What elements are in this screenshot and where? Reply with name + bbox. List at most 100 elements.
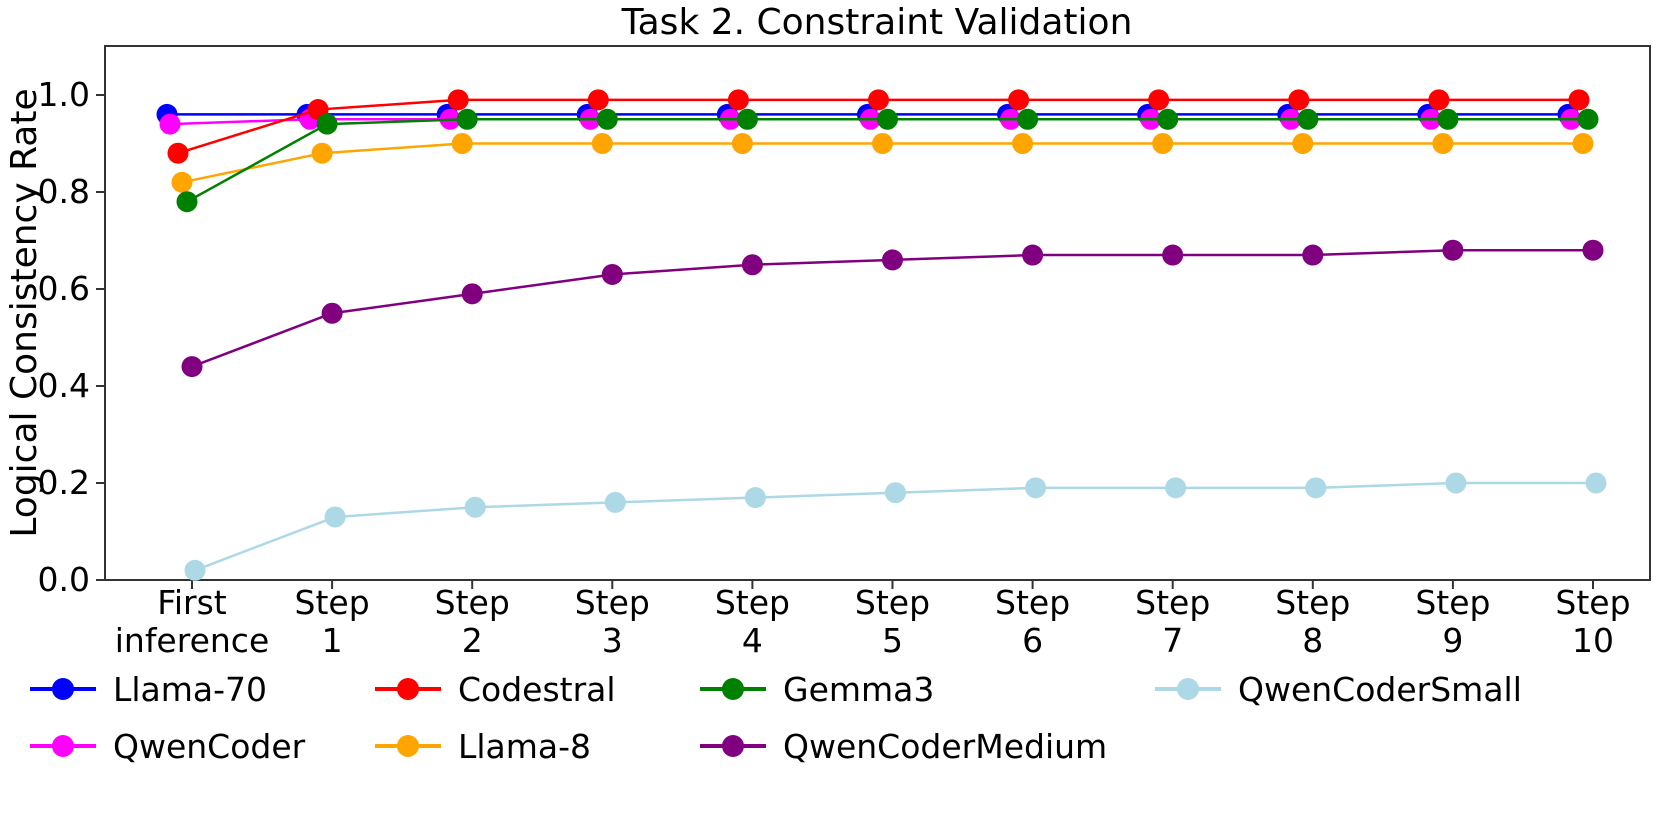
data-point-gemma3 — [1157, 108, 1179, 130]
legend-label: QwenCoder — [113, 726, 306, 766]
data-point-gemma3 — [1017, 108, 1039, 130]
data-point-gemma3 — [316, 113, 338, 135]
data-point-qwencodermedium — [461, 283, 483, 305]
data-point-codestral — [1288, 89, 1310, 111]
y-tick-label: 0.2 — [38, 463, 90, 502]
y-tick-label: 0.0 — [38, 560, 90, 599]
legend-entry-qwencodersmall: QwenCoderSmall — [1155, 661, 1522, 717]
data-point-qwencoder — [159, 113, 181, 135]
x-tick-label: 1 — [322, 621, 343, 660]
y-axis-label: Logical Consistency Rate — [4, 88, 45, 537]
legend-line-icon — [700, 744, 766, 748]
data-point-gemma3 — [877, 108, 898, 130]
data-point-codestral — [1148, 89, 1170, 111]
data-point-qwencodersmall — [464, 496, 486, 518]
x-tick-label: 4 — [742, 621, 763, 660]
data-point-qwencodermedium — [1302, 244, 1324, 266]
data-point-llama-8 — [1012, 133, 1034, 154]
x-tick-label: Step — [1415, 583, 1490, 622]
legend-line-icon — [30, 687, 96, 691]
x-tick-label: Step — [295, 583, 370, 622]
y-tick-label: 0.6 — [38, 269, 90, 308]
data-point-qwencodermedium — [1582, 239, 1604, 261]
legend-entry-gemma3: Gemma3 — [700, 661, 934, 717]
legend-entry-qwencodermedium: QwenCoderMedium — [700, 718, 1107, 774]
legend-dot-icon — [1177, 678, 1199, 700]
x-tick-label: Step — [1275, 583, 1350, 622]
data-point-llama-8 — [1152, 133, 1174, 154]
legend-marker-icon — [30, 734, 96, 758]
x-tick-label: 5 — [882, 621, 903, 660]
data-point-codestral — [167, 142, 189, 164]
x-tick-label: Step — [435, 583, 510, 622]
data-point-codestral — [447, 89, 469, 111]
legend-dot-icon — [52, 735, 74, 757]
data-point-qwencodermedium — [321, 302, 343, 324]
legend-line-icon — [1155, 687, 1221, 691]
data-point-codestral — [1568, 89, 1590, 111]
x-axis: FirstinferenceStep1Step2Step3Step4Step5S… — [115, 580, 1631, 660]
data-point-qwencodermedium — [882, 249, 903, 271]
data-point-gemma3 — [596, 108, 618, 130]
x-tick-label: 9 — [1442, 621, 1463, 660]
x-tick-label: First — [157, 583, 227, 622]
data-point-gemma3 — [736, 108, 758, 130]
x-tick-label: 3 — [602, 621, 623, 660]
data-point-llama-8 — [1432, 133, 1454, 154]
legend-label: Llama-70 — [113, 669, 268, 709]
data-point-gemma3 — [1437, 108, 1459, 130]
series-line-gemma3 — [186, 118, 1588, 203]
legend-label: Llama-8 — [458, 726, 592, 766]
data-point-qwencodermedium — [601, 263, 623, 285]
data-point-qwencodersmall — [324, 506, 346, 528]
legend-line-icon — [30, 744, 96, 748]
data-point-codestral — [868, 89, 889, 111]
data-point-gemma3 — [1577, 108, 1599, 130]
x-tick-label: 10 — [1572, 621, 1614, 660]
legend-line-icon — [375, 744, 441, 748]
plot-border — [104, 45, 1651, 581]
x-tick-label: inference — [115, 621, 270, 660]
data-point-llama-8 — [451, 133, 473, 154]
legend-label: Codestral — [458, 669, 616, 709]
data-point-codestral — [1008, 89, 1030, 111]
data-point-llama-8 — [171, 171, 193, 193]
data-point-qwencodersmall — [604, 491, 626, 513]
data-point-qwencodermedium — [1162, 244, 1184, 266]
x-tick-label: Step — [1555, 583, 1630, 622]
legend-line-icon — [375, 687, 441, 691]
data-point-qwencodersmall — [1585, 472, 1607, 494]
data-point-codestral — [1428, 89, 1450, 111]
data-point-qwencodersmall — [184, 559, 206, 581]
x-tick-label: Step — [715, 583, 790, 622]
x-tick-label: 8 — [1302, 621, 1323, 660]
data-point-llama-8 — [731, 133, 753, 154]
legend-label: QwenCoderMedium — [783, 726, 1108, 766]
y-tick-label: 0.8 — [38, 172, 90, 211]
y-axis: 0.0 0.2 0.4 0.6 0.8 1.0 — [38, 75, 105, 599]
legend-dot-icon — [722, 678, 744, 700]
x-tick-label: 7 — [1162, 621, 1183, 660]
data-point-qwencodersmall — [885, 482, 906, 504]
data-point-llama-8 — [872, 133, 893, 154]
x-tick-label: 2 — [462, 621, 483, 660]
legend-dot-icon — [52, 678, 74, 700]
data-point-llama-8 — [1292, 133, 1314, 154]
legend-label: Gemma3 — [783, 669, 935, 709]
legend-marker-icon — [700, 677, 766, 701]
data-point-qwencodermedium — [1442, 239, 1464, 261]
legend-marker-icon — [700, 734, 766, 758]
legend-dot-icon — [397, 678, 419, 700]
legend-marker-icon — [1155, 677, 1221, 701]
data-point-qwencodersmall — [1445, 472, 1467, 494]
y-tick-label: 1.0 — [38, 75, 90, 114]
x-tick-label: Step — [855, 583, 930, 622]
data-point-llama-8 — [311, 142, 333, 164]
data-point-gemma3 — [1297, 108, 1319, 130]
data-point-qwencodersmall — [1305, 477, 1327, 499]
x-tick-label: 6 — [1022, 621, 1043, 660]
legend-dot-icon — [397, 735, 419, 757]
y-tick-label: 0.4 — [38, 366, 90, 405]
series-group — [156, 89, 1607, 581]
line-chart: Task 2. Constraint Validation Logical Co… — [4, 2, 1651, 660]
